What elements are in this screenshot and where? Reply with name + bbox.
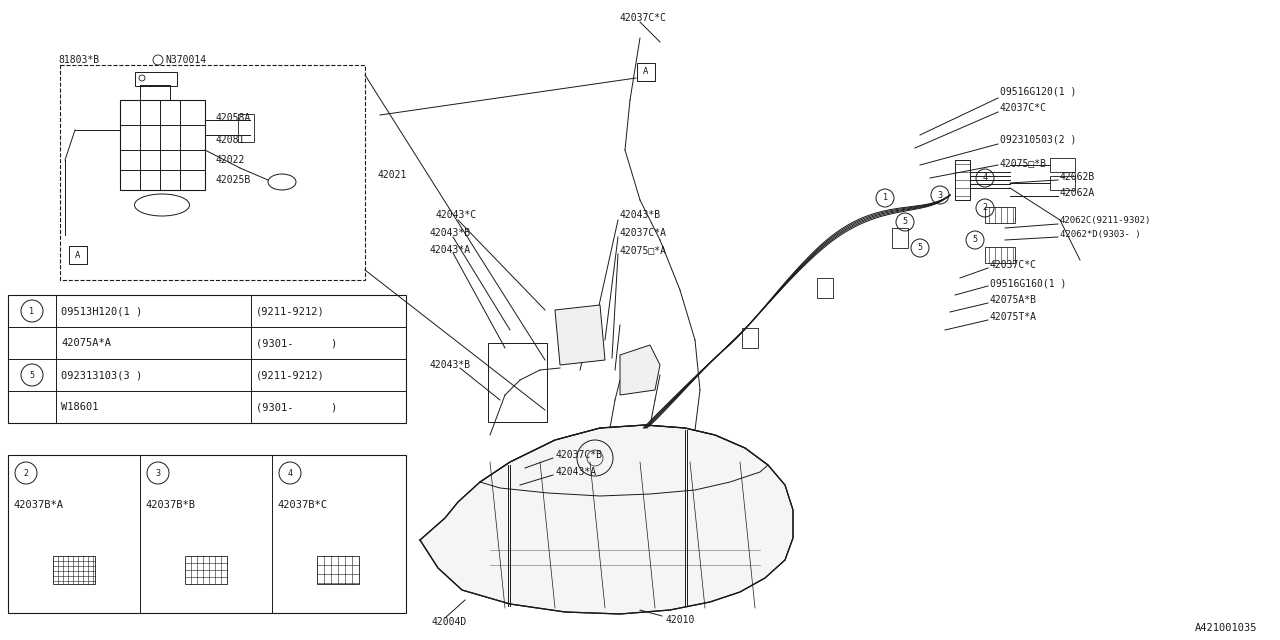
Text: 4: 4 [288, 468, 293, 477]
Text: (9301-      ): (9301- ) [256, 402, 337, 412]
Text: 42075□*B: 42075□*B [1000, 158, 1047, 168]
Text: 42062A: 42062A [1060, 188, 1096, 198]
Text: A: A [644, 67, 649, 77]
Text: (9301-      ): (9301- ) [256, 338, 337, 348]
Text: 42037C*C: 42037C*C [620, 13, 667, 23]
Bar [52, 556, 95, 584]
Bar [60, 65, 365, 280]
Text: W18601: W18601 [61, 402, 99, 412]
Text: 42037B*A: 42037B*A [13, 500, 63, 510]
Bar [892, 228, 908, 248]
Bar [742, 328, 758, 348]
Text: 42025B: 42025B [215, 175, 251, 185]
Text: 42062B: 42062B [1060, 172, 1096, 182]
Text: 42037B*C: 42037B*C [276, 500, 326, 510]
Bar [1050, 158, 1075, 172]
Text: 42022: 42022 [215, 155, 244, 165]
Text: 42081: 42081 [215, 135, 244, 145]
Text: 42043*C: 42043*C [435, 210, 476, 220]
Text: 42037B*B: 42037B*B [145, 500, 195, 510]
Bar [120, 100, 205, 190]
Text: A: A [76, 250, 81, 259]
Bar [986, 207, 1015, 223]
Text: 42010: 42010 [666, 615, 694, 625]
Text: 09516G120(1 ): 09516G120(1 ) [1000, 87, 1076, 97]
Text: N370014: N370014 [165, 55, 206, 65]
Bar [186, 556, 227, 584]
Text: 3: 3 [937, 191, 942, 200]
Bar [986, 247, 1015, 263]
Text: 81803*B: 81803*B [58, 55, 99, 65]
Text: 092310503(2 ): 092310503(2 ) [1000, 135, 1076, 145]
Text: 1: 1 [882, 193, 887, 202]
Bar [8, 295, 406, 423]
Text: 09516G160(1 ): 09516G160(1 ) [989, 278, 1066, 288]
Text: 42075□*A: 42075□*A [620, 245, 667, 255]
Text: (9211-9212): (9211-9212) [256, 306, 325, 316]
Text: 1: 1 [29, 307, 35, 316]
Bar [955, 160, 970, 200]
Text: 42075A*B: 42075A*B [989, 295, 1037, 305]
Bar [817, 278, 833, 298]
Bar [1050, 176, 1075, 190]
Text: 5: 5 [902, 218, 908, 227]
Text: 42037C*A: 42037C*A [620, 228, 667, 238]
Text: 42043*A: 42043*A [430, 245, 471, 255]
Text: 42004D: 42004D [433, 617, 467, 627]
Text: 5: 5 [918, 243, 923, 253]
Text: 42037C*C: 42037C*C [989, 260, 1037, 270]
Text: 42043*B: 42043*B [620, 210, 662, 220]
Text: 42043*B: 42043*B [430, 228, 471, 238]
Text: 42037C*C: 42037C*C [1000, 103, 1047, 113]
Bar [317, 556, 358, 584]
Text: 5: 5 [29, 371, 35, 380]
Text: 42037C*B: 42037C*B [556, 450, 602, 460]
Text: 42075A*A: 42075A*A [61, 338, 111, 348]
Text: 5: 5 [973, 236, 978, 244]
Bar [238, 114, 253, 142]
Text: 4: 4 [983, 173, 987, 182]
Text: 42021: 42021 [378, 170, 407, 180]
Polygon shape [620, 345, 660, 395]
Text: 42062*D(9303- ): 42062*D(9303- ) [1060, 230, 1140, 239]
Text: 092313103(3 ): 092313103(3 ) [61, 370, 142, 380]
Text: A421001035: A421001035 [1196, 623, 1257, 633]
Polygon shape [420, 425, 794, 614]
Bar [134, 72, 177, 86]
Text: 09513H120(1 ): 09513H120(1 ) [61, 306, 142, 316]
Text: 42075T*A: 42075T*A [989, 312, 1037, 322]
Text: 2: 2 [983, 204, 987, 212]
Text: 2: 2 [23, 468, 28, 477]
Text: 42043*A: 42043*A [556, 467, 596, 477]
Bar [8, 455, 406, 613]
Text: 3: 3 [155, 468, 160, 477]
Text: 42043*B: 42043*B [430, 360, 471, 370]
Text: 42058A: 42058A [215, 113, 251, 123]
Text: (9211-9212): (9211-9212) [256, 370, 325, 380]
Text: 42062C(9211-9302): 42062C(9211-9302) [1060, 216, 1152, 225]
Polygon shape [556, 305, 605, 365]
